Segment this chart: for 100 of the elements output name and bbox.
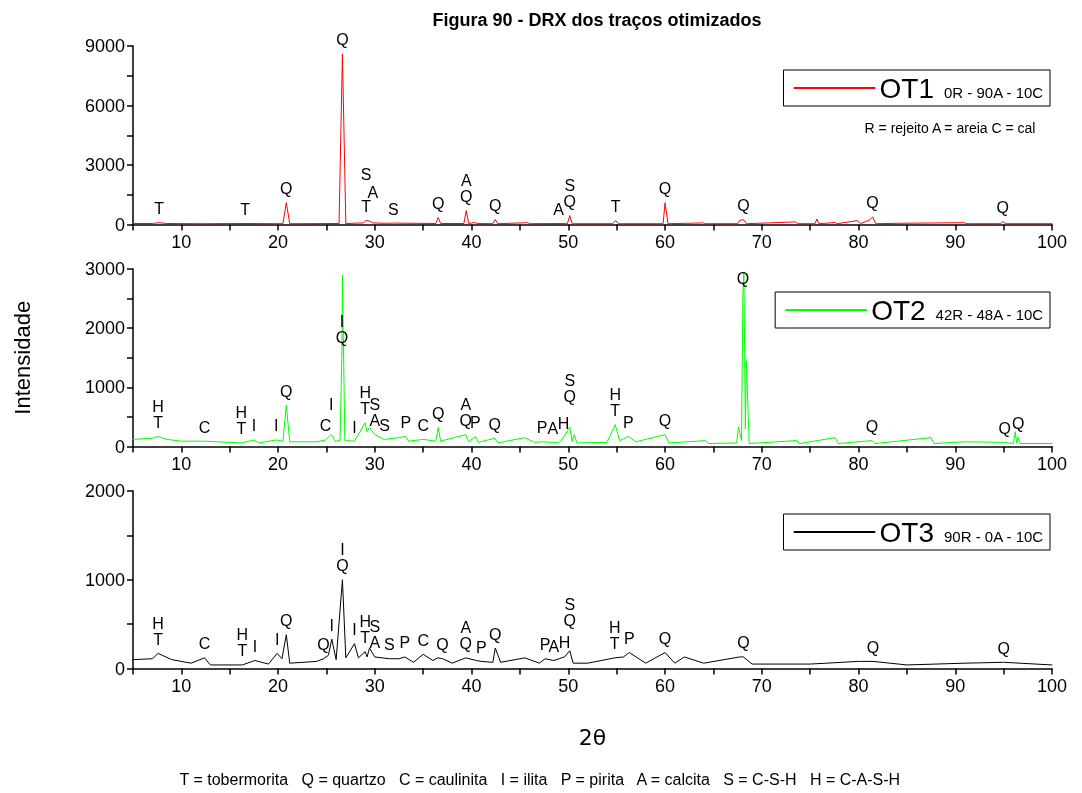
annotation: H <box>236 626 249 644</box>
annotation: Q <box>866 194 879 212</box>
x-tick-label: 40 <box>461 231 482 252</box>
annotation: T <box>610 402 621 420</box>
annotation: T <box>360 629 371 647</box>
annotation: I <box>339 313 345 331</box>
annotation: T <box>153 630 164 648</box>
annotation: C <box>198 635 211 653</box>
x-tick-label: 50 <box>558 675 579 696</box>
annotation: C <box>417 631 429 649</box>
annotation: Q <box>336 557 349 575</box>
x-tick-label: 90 <box>945 453 966 474</box>
annotation: S <box>384 636 395 654</box>
annotation: I <box>329 616 335 634</box>
y-tick-label: 1000 <box>84 569 125 590</box>
x-tick-label: 30 <box>364 231 385 252</box>
annotation: P <box>536 419 548 437</box>
x-tick-label: 70 <box>751 231 772 252</box>
x-tick-label: 30 <box>364 453 385 474</box>
annotation: Q <box>488 415 502 433</box>
y-tick-label: 3000 <box>84 259 125 279</box>
annotation: S <box>387 200 399 218</box>
x-tick-label: 70 <box>751 675 772 696</box>
annotation: P <box>400 413 412 431</box>
annotation: T <box>153 413 164 431</box>
annotation: A <box>369 412 381 430</box>
x-tick-label: 10 <box>171 453 192 474</box>
y-tick-label: 6000 <box>84 95 125 116</box>
annotation: A <box>553 201 565 219</box>
annotation: Q <box>336 31 349 49</box>
x-tick-label: 20 <box>268 675 289 696</box>
annotation: Q <box>563 612 576 630</box>
x-tick-label: 30 <box>364 675 385 696</box>
annotation: S <box>564 372 576 390</box>
annotation: H <box>359 384 371 402</box>
annotation: H <box>152 397 164 415</box>
x-tick-label: 20 <box>268 231 289 252</box>
annotation: Q <box>489 625 502 643</box>
y-tick-label: 2000 <box>84 318 125 339</box>
annotation: Q <box>431 405 445 423</box>
x-tick-label: 40 <box>461 453 482 474</box>
annotation: Q <box>460 188 473 206</box>
annotation: I <box>352 418 357 436</box>
x-tick-label: 50 <box>558 453 579 474</box>
annotation: H <box>608 619 621 637</box>
x-tick-label: 70 <box>751 453 772 474</box>
annotation: I <box>251 417 257 435</box>
annotation: H <box>609 386 622 404</box>
annotation: Q <box>997 639 1010 657</box>
annotation: P <box>623 630 635 648</box>
annotation: Q <box>865 418 879 436</box>
annotation: A <box>460 396 472 414</box>
x-tick-label: 50 <box>558 231 579 252</box>
annotation: Q <box>998 419 1011 437</box>
annotation: Q <box>280 180 293 198</box>
legend-label: OT3 90R - 0A - 10C <box>879 516 1044 548</box>
annotation: Q <box>489 197 502 215</box>
annotation: H <box>152 614 164 632</box>
annotation: I <box>340 541 345 559</box>
annotation: S <box>564 177 576 195</box>
x-tick-label: 80 <box>848 675 869 696</box>
annotation: Q <box>658 180 672 198</box>
annotation: H <box>557 415 570 433</box>
annotation: Q <box>280 382 293 400</box>
x-tick-label: 60 <box>655 453 676 474</box>
annotation: Q <box>866 638 880 656</box>
annotation: Q <box>563 193 576 211</box>
y-tick-label: 0 <box>114 436 125 457</box>
annotation: S <box>564 596 576 614</box>
annotation: T <box>154 200 165 218</box>
annotation: I <box>352 621 357 639</box>
annotation: Q <box>280 612 293 630</box>
annotation: Q <box>459 412 472 430</box>
annotation: Q <box>737 197 750 215</box>
annotation: Q <box>737 634 750 652</box>
annotation: P <box>475 638 487 656</box>
annotation: P <box>399 634 411 652</box>
x-tick-label: 60 <box>655 675 676 696</box>
annotation: A <box>460 172 472 190</box>
annotation: I <box>274 630 280 648</box>
annotation: Q <box>996 199 1009 217</box>
y-tick-label: 0 <box>114 214 125 235</box>
x-tick-label: 10 <box>171 675 192 696</box>
annotation: H <box>359 613 371 631</box>
chart-title: Figura 90 - DRX dos traços otimizados <box>432 10 762 30</box>
annotation: T <box>236 420 247 438</box>
annotation: C <box>417 416 429 434</box>
annotation: A <box>547 419 559 437</box>
annotation: S <box>360 166 372 184</box>
annotation: H <box>235 404 248 422</box>
text: T = tobermorita Q = quartzo C = caulinita I = ilita P = pirita A = calcita S = C-S-H H = C-A-S-H <box>179 770 901 788</box>
annotation: T <box>361 198 372 216</box>
x-axis-title: 2θ <box>578 725 607 750</box>
annotation: P <box>622 413 634 431</box>
annotation: A <box>460 619 472 637</box>
y-tick-label: 9000 <box>84 36 125 56</box>
x-tick-label: 100 <box>1036 231 1068 252</box>
x-tick-label: 100 <box>1036 453 1068 474</box>
annotation: S <box>379 416 390 434</box>
annotation: Q <box>658 630 672 648</box>
